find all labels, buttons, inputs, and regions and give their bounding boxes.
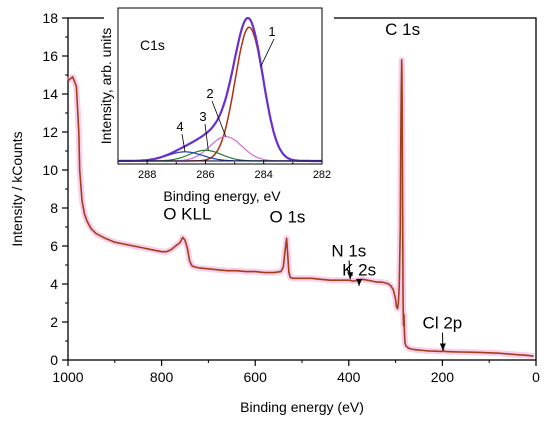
peak-label: N 1s bbox=[331, 241, 366, 260]
main-x-tick-label: 200 bbox=[431, 369, 455, 385]
peak-arrow-head bbox=[347, 272, 354, 280]
main-x-tick-label: 600 bbox=[244, 369, 268, 385]
main-y-axis-title: Intensity / kCounts bbox=[9, 131, 25, 246]
main-y-tick-label: 6 bbox=[50, 238, 58, 254]
main-y-ticks: 0 2 4 6 8 10 12 14 16 18 bbox=[42, 10, 68, 368]
main-annotations: C 1s O 1s O KLL N 1sK 2s Cl 2p bbox=[163, 20, 463, 351]
inset-label-leader bbox=[260, 38, 275, 67]
inset-y-axis-title: Intensity, arb. units bbox=[98, 28, 114, 144]
main-x-tick-label: 400 bbox=[337, 369, 361, 385]
main-x-axis-title: Binding energy (eV) bbox=[240, 399, 364, 415]
inset-component-labels: 1 23 4 bbox=[176, 24, 276, 152]
peak-label: Cl 2p bbox=[423, 314, 463, 333]
inset-curves bbox=[118, 16, 322, 163]
main-x-ticks: 1000 800 600 400 200 0 bbox=[52, 360, 540, 385]
inset-component-label: 3 bbox=[199, 109, 206, 124]
inset-x-tick-label: 286 bbox=[196, 169, 214, 181]
main-y-tick-label: 12 bbox=[42, 124, 58, 140]
main-x-tick-label: 0 bbox=[532, 369, 540, 385]
main-x-tick-label: 1000 bbox=[52, 369, 83, 385]
inset-plot-frame bbox=[117, 7, 323, 165]
peak-arrow-head bbox=[356, 278, 363, 286]
main-y-tick-label: 16 bbox=[42, 48, 58, 64]
inset-x-tick-label: 282 bbox=[313, 169, 331, 181]
peak-label: O KLL bbox=[163, 204, 211, 223]
inset-label-leader bbox=[211, 100, 227, 137]
inset-background bbox=[104, 4, 334, 204]
inset-label-leader bbox=[204, 123, 209, 151]
inset-x-tick-label: 284 bbox=[255, 169, 273, 181]
main-y-tick-label: 10 bbox=[42, 162, 58, 178]
inset-label-leader bbox=[181, 133, 186, 152]
peak-label: K 2s bbox=[342, 260, 376, 279]
inset-x-tick-label: 288 bbox=[138, 169, 156, 181]
inset-x-ticks: 288 286 284 282 bbox=[138, 160, 331, 181]
peak-arrow-head bbox=[439, 343, 446, 351]
main-y-tick-label: 2 bbox=[50, 314, 58, 330]
inset-component-label: 2 bbox=[206, 86, 213, 101]
main-y-tick-label: 18 bbox=[42, 10, 58, 26]
main-y-tick-label: 4 bbox=[50, 276, 58, 292]
main-y-tick-label: 14 bbox=[42, 86, 58, 102]
inset-title: C1s bbox=[140, 37, 165, 53]
peak-label: O 1s bbox=[270, 207, 306, 226]
main-y-tick-label: 8 bbox=[50, 200, 58, 216]
peak-label: C 1s bbox=[385, 20, 420, 39]
main-x-tick-label: 800 bbox=[150, 369, 174, 385]
main-y-tick-label: 0 bbox=[50, 352, 58, 368]
inset-x-axis-title: Binding energy, eV bbox=[163, 188, 281, 204]
inset-envelope-curve bbox=[118, 16, 322, 163]
inset-component-label: 1 bbox=[268, 24, 275, 39]
inset-component-label: 4 bbox=[176, 119, 183, 134]
inset-chart: 288 286 284 282 C1s Binding energy, eV Inte… bbox=[98, 4, 334, 204]
